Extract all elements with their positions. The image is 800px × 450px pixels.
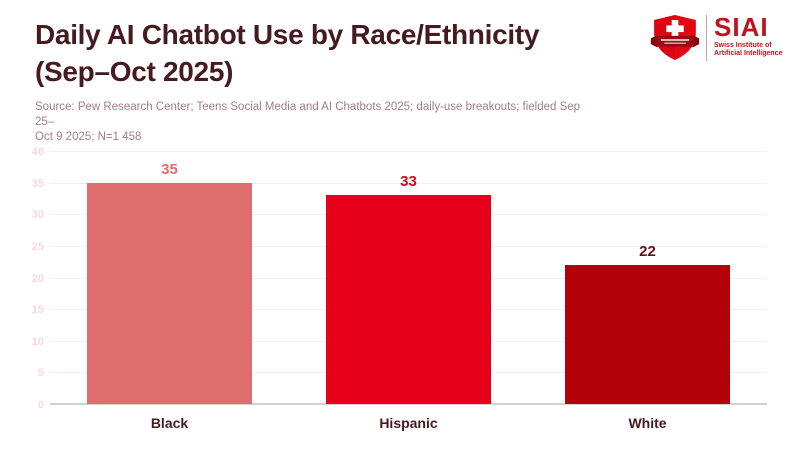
logo-tagline-line-1: Swiss Institute of <box>714 42 772 49</box>
x-category-label: Hispanic <box>379 415 438 431</box>
y-tick-label: 15 <box>31 304 44 317</box>
logo-tagline-line-2: Artificial Intelligence <box>714 50 783 57</box>
logo-divider <box>706 15 707 61</box>
source-line-2: Oct 9 2025; N=1 458 <box>35 131 142 143</box>
x-axis-line <box>50 403 767 405</box>
y-tick-label: 25 <box>31 240 44 253</box>
y-tick-label: 30 <box>31 209 44 222</box>
plot-area: 0 5 10 15 20 25 30 35 40 35 Black 33 Hispanic 22 White <box>32 146 767 431</box>
bar-value-label: 33 <box>400 173 417 191</box>
title-line-1: Daily AI Chatbot Use by Race/Ethnicity <box>35 19 540 50</box>
y-tick-label: 10 <box>31 335 44 348</box>
y-tick-label: 20 <box>31 272 44 285</box>
y-tick-label: 0 <box>37 399 44 411</box>
logo-text: SIAI Swiss Institute of Artificial Intel… <box>714 14 782 58</box>
swiss-shield-icon <box>650 15 700 60</box>
source-note: Source: Pew Research Center; Teens Socia… <box>35 100 595 145</box>
source-line-1: Source: Pew Research Center; Teens Socia… <box>35 101 581 128</box>
gridline <box>50 182 767 184</box>
y-tick-label: 5 <box>37 367 44 380</box>
y-tick-label: 35 <box>31 177 44 190</box>
bar-value-label: 22 <box>639 242 656 260</box>
bar-black <box>87 182 252 404</box>
logo-tagline: Swiss Institute of Artificial Intelligen… <box>714 42 782 58</box>
bar-white <box>565 264 730 404</box>
x-category-label: White <box>628 415 667 431</box>
y-tick-label: 40 <box>31 146 44 158</box>
gridline <box>50 151 767 152</box>
page-title: Daily AI Chatbot Use by Race/Ethnicity (… <box>35 16 539 90</box>
logo-acronym: SIAI <box>714 12 769 42</box>
bar-value-label: 35 <box>161 160 178 178</box>
siai-logo: SIAI Swiss Institute of Artificial Intel… <box>650 14 782 61</box>
x-category-label: Black <box>150 415 189 431</box>
title-line-2: (Sep–Oct 2025) <box>35 56 234 87</box>
bar-hispanic <box>326 195 491 404</box>
